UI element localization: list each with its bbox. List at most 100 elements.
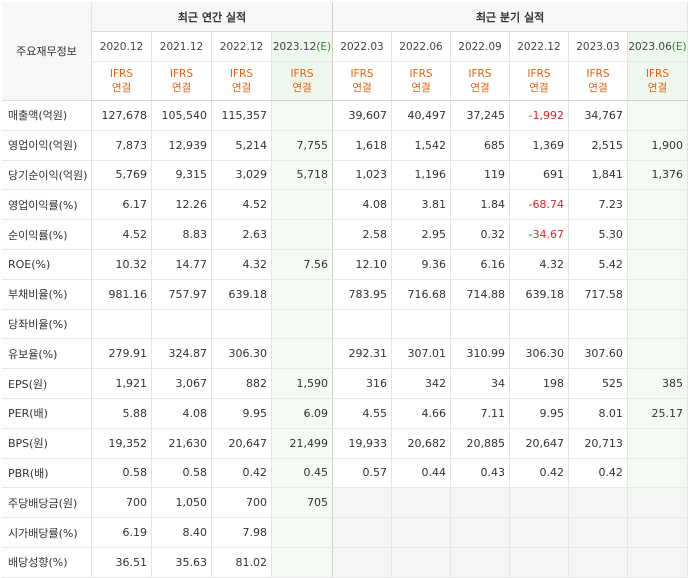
value-cell: 9.36 (391, 249, 451, 280)
value-cell: 1,921 (91, 368, 152, 399)
value-cell: 310.99 (450, 338, 510, 370)
value-cell (509, 487, 569, 519)
row-label: 유보율(%) (2, 338, 92, 370)
value-cell (450, 517, 510, 548)
value-cell: 6.16 (450, 249, 510, 280)
row-label: 순이익률(%) (2, 219, 92, 250)
value-cell: 34 (450, 368, 510, 399)
value-cell (627, 517, 689, 548)
table-row: 부채비율(%) 981.16 757.97 639.18 783.95 716.68 714… (2, 278, 689, 310)
value-cell: 2.58 (332, 219, 392, 250)
value-cell: 19,933 (332, 428, 392, 459)
value-cell: 4.55 (332, 398, 392, 429)
value-cell: 10.32 (91, 249, 152, 280)
value-cell (627, 100, 689, 131)
ifrs-label: IFRS 연결 (627, 61, 689, 101)
value-cell (627, 219, 689, 250)
value-cell: -68.74 (509, 189, 569, 221)
value-cell: 7.98 (211, 517, 272, 548)
value-cell: 6.09 (271, 398, 334, 429)
period-header: 2021.12 (151, 31, 212, 62)
value-cell (332, 547, 392, 578)
value-cell: 1,590 (271, 368, 334, 399)
value-cell: 12,939 (151, 130, 212, 161)
value-cell: 25.17 (627, 398, 689, 429)
value-cell: 6.19 (91, 517, 152, 548)
table-row: 당좌비율(%) (2, 309, 689, 340)
value-cell: 700 (91, 487, 152, 519)
value-cell: 0.57 (332, 458, 392, 489)
value-cell: 306.30 (509, 338, 569, 370)
label-column-header: 주요재무정보 (2, 2, 92, 101)
ifrs-label: IFRS 연결 (211, 61, 272, 101)
value-cell: 5,718 (271, 160, 334, 191)
value-cell: 34,767 (568, 100, 628, 131)
table-row: 영업이익(억원) 7,873 12,939 5,214 7,755 1,618 1,542 6… (2, 130, 689, 161)
value-cell: 2.63 (211, 219, 272, 250)
value-cell (627, 249, 689, 280)
value-cell (271, 547, 334, 578)
value-cell: 0.42 (568, 458, 628, 489)
value-cell: 717.58 (568, 278, 628, 310)
period-header: 2022.03 (332, 31, 392, 62)
ifrs-label: IFRS 연결 (450, 61, 510, 101)
value-cell: 0.42 (211, 458, 272, 489)
row-label: 영업이익률(%) (2, 189, 92, 221)
table-row: PER(배) 5.88 4.08 9.95 6.09 4.55 4.66 7.11 9.95 8.… (2, 398, 689, 429)
value-cell: 9.95 (509, 398, 569, 429)
value-cell: 5.42 (568, 249, 628, 280)
row-label: 매출액(억원) (2, 100, 92, 131)
value-cell (271, 278, 334, 310)
value-cell: 307.60 (568, 338, 628, 370)
table-row: 순이익률(%) 4.52 8.83 2.63 2.58 2.95 0.32 -34.67 5.3… (2, 219, 689, 250)
value-cell: 5,214 (211, 130, 272, 161)
row-label: 시가배당률(%) (2, 517, 92, 548)
ifrs-label: IFRS 연결 (332, 61, 392, 101)
value-cell (332, 487, 392, 519)
value-cell: 1,841 (568, 160, 628, 191)
quarter-group-header: 최근 분기 실적 (332, 2, 688, 32)
value-cell: 292.31 (332, 338, 392, 370)
value-cell: 37,245 (450, 100, 510, 131)
value-cell: 757.97 (151, 278, 212, 310)
value-cell: 14.77 (151, 249, 212, 280)
value-cell (627, 428, 689, 459)
row-label: 당기순이익(억원) (2, 160, 92, 191)
row-label: 주당배당금(원) (2, 487, 92, 519)
value-cell (509, 517, 569, 548)
value-cell (568, 487, 628, 519)
value-cell: 20,647 (211, 428, 272, 459)
value-cell: 342 (391, 368, 451, 399)
table-row: 매출액(억원) 127,678 105,540 115,357 39,607 40,497… (2, 100, 689, 131)
value-cell: 4.52 (211, 189, 272, 221)
value-cell: 19,352 (91, 428, 152, 459)
value-cell: 6.17 (91, 189, 152, 221)
value-cell: 5.30 (568, 219, 628, 250)
value-cell (627, 189, 689, 221)
estimate-mark: (E) (316, 40, 332, 53)
value-cell (91, 309, 152, 340)
value-cell (509, 547, 569, 578)
value-cell: 639.18 (509, 278, 569, 310)
value-cell: 385 (627, 368, 689, 399)
value-cell: 1,376 (627, 160, 689, 191)
value-cell: 3.81 (391, 189, 451, 221)
ifrs-label: IFRS 연결 (151, 61, 212, 101)
value-cell (627, 309, 689, 340)
value-cell (151, 309, 212, 340)
value-cell: 691 (509, 160, 569, 191)
period-header: 2022.09 (450, 31, 510, 62)
table-row: 영업이익률(%) 6.17 12.26 4.52 4.08 3.81 1.84 -68.74 7… (2, 189, 689, 221)
value-cell: 40,497 (391, 100, 451, 131)
value-cell: 7.11 (450, 398, 510, 429)
value-cell (450, 309, 510, 340)
value-cell: 20,713 (568, 428, 628, 459)
table-row: PBR(배) 0.58 0.58 0.42 0.45 0.57 0.44 0.43 0.42 0.… (2, 458, 689, 489)
value-cell: 0.42 (509, 458, 569, 489)
header-row-periods: 2020.12 2021.12 2022.12 2023.12(E) 2022.… (2, 31, 689, 62)
value-cell (450, 547, 510, 578)
value-cell: 35.63 (151, 547, 212, 578)
estimate-mark: (E) (671, 40, 687, 53)
value-cell: 21,630 (151, 428, 212, 459)
value-cell: 3,067 (151, 368, 212, 399)
